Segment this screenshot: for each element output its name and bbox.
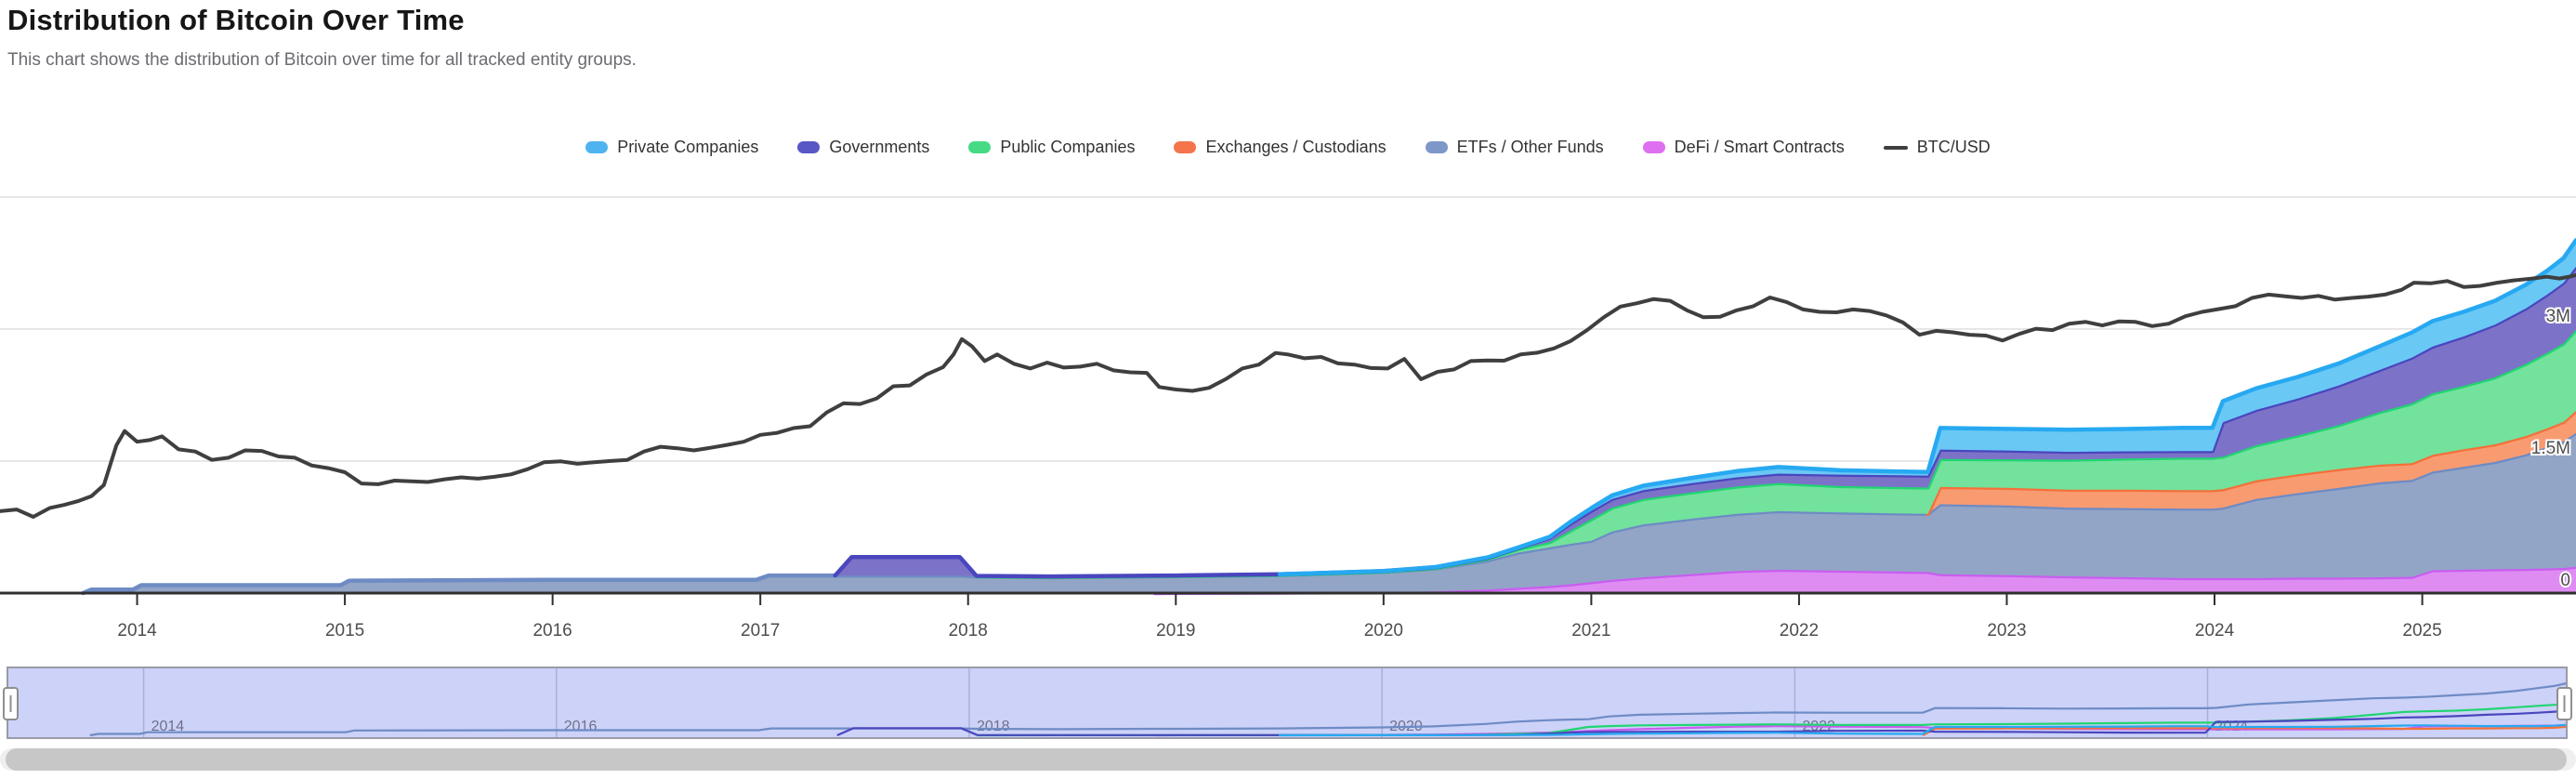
page-title: Distribution of Bitcoin Over Time [7,4,465,36]
x-tick-label-2017: 2017 [741,621,780,640]
area-border-private-companies [1277,238,2576,577]
y-tick-label-1.5M: 1.5M [2531,439,2570,458]
x-tick-label-2021: 2021 [1571,621,1610,640]
x-tick-label-2018: 2018 [949,621,988,640]
legend-label: Exchanges / Custodians [1205,138,1387,156]
x-tick-label-2023: 2023 [1987,621,2026,640]
governments-legend-swatch-icon [797,141,821,153]
x-tick-label-2015: 2015 [325,621,364,640]
legend-label: DeFi / Smart Contracts [1674,138,1845,156]
navigator-label-2016: 2016 [564,719,598,734]
x-tick-label-2022: 2022 [1780,621,1819,640]
navigator-series-governments [836,709,2568,737]
area-series-defi-smart-contracts[interactable] [1154,566,2576,593]
public-companies-legend-swatch-icon [968,141,992,153]
btc-usd-legend-swatch-icon [1883,145,1908,150]
legend-item-governments[interactable]: Governments [797,138,929,157]
x-tick-label-2025: 2025 [2402,621,2441,640]
legend-item-private-companies[interactable]: Private Companies [585,138,758,157]
legend-label: Governments [829,138,930,156]
legend-label: Private Companies [617,138,759,156]
area-border-etfs-other-funds [81,430,2576,596]
exchanges-custodians-legend-swatch-icon [1174,141,1197,153]
x-tick-label-2019: 2019 [1156,621,1195,640]
area-series-etfs-other-funds[interactable] [83,432,2576,593]
etfs-other-funds-legend-swatch-icon [1425,141,1448,153]
x-tick-label-2014: 2014 [117,621,157,640]
chart-header: Distribution of Bitcoin Over Time This c… [7,4,637,71]
legend-item-defi-smart-contracts[interactable]: DeFi / Smart Contracts [1642,138,1845,157]
legend-label: ETFs / Other Funds [1456,138,1604,156]
private-companies-legend-swatch-icon [585,141,609,153]
navigator-series-etfs-other-funds [89,681,2568,737]
x-tick-label-2016: 2016 [532,621,572,640]
scrollbar-thumb[interactable] [6,748,2567,771]
area-series-public-companies[interactable] [976,329,2576,577]
navigator-series-exchanges-custodians [1922,725,2568,736]
y-tick-label-3M: 3M [2546,307,2570,326]
legend-item-public-companies[interactable]: Public Companies [968,138,1135,157]
defi-smart-contracts-legend-swatch-icon [1642,141,1665,153]
navigator-label-2018: 2018 [977,719,1010,734]
y-tick-label-0: 0 [2560,571,2570,590]
legend: Private Companies Governments Public Compa… [0,138,2576,157]
legend-label: Public Companies [1000,138,1136,156]
legend-item-btc-usd[interactable]: BTC/USD [1883,138,1991,157]
x-tick-label-2024: 2024 [2195,621,2235,640]
navigator-series-private-companies [1279,723,2568,737]
line-series-btc-usd[interactable] [0,272,2576,519]
page-subtitle: This chart shows the distribution of Bit… [7,50,637,70]
navigator-label-2014: 2014 [151,719,185,734]
legend-item-etfs-other-funds[interactable]: ETFs / Other Funds [1425,138,1604,157]
area-series-exchanges-custodians[interactable] [1927,411,2576,514]
x-tick-label-2020: 2020 [1364,621,1403,640]
legend-label: BTC/USD [1916,138,1991,156]
legend-item-exchanges-custodians[interactable]: Exchanges / Custodians [1174,138,1387,157]
